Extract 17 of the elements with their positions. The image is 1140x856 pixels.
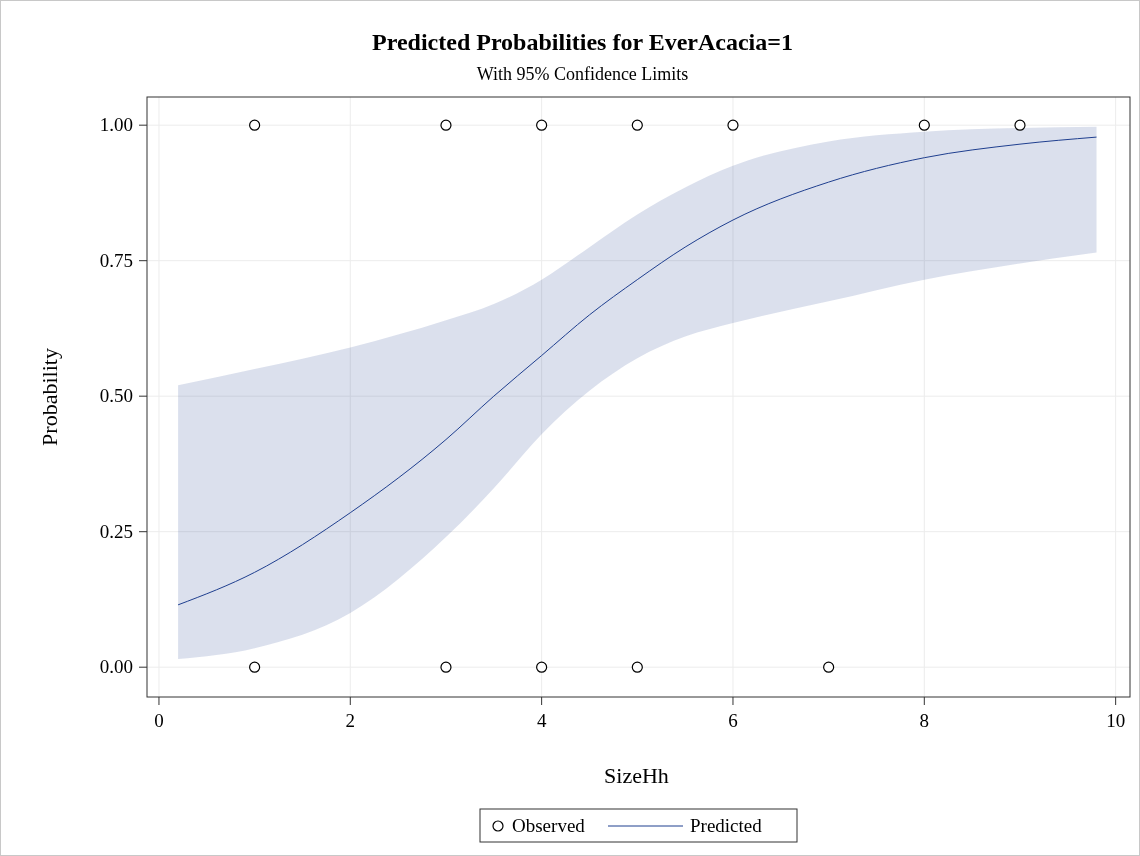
y-tick-label: 0.00 — [99, 656, 133, 678]
x-tick-label: 10 — [1106, 710, 1126, 731]
x-tick-label: 4 — [536, 710, 547, 731]
chart-title: Predicted Probabilities for EverAcacia=1 — [372, 29, 793, 55]
y-tick-label: 0.75 — [99, 249, 133, 271]
legend-label: Observed — [512, 815, 586, 836]
x-tick-label: 2 — [345, 710, 356, 731]
y-tick-label: 0.25 — [99, 520, 133, 542]
x-axis-title: SizeHh — [604, 763, 669, 788]
y-axis-title: Probability — [37, 348, 62, 446]
x-tick-label: 0 — [154, 710, 164, 731]
x-tick-label: 8 — [919, 710, 930, 731]
y-tick-label: 0.50 — [99, 385, 133, 407]
chart-subtitle: With 95% Confidence Limits — [476, 64, 689, 84]
x-tick-label: 6 — [728, 710, 738, 731]
legend-label: Predicted — [690, 815, 763, 836]
y-tick-label: 1.00 — [99, 114, 133, 136]
